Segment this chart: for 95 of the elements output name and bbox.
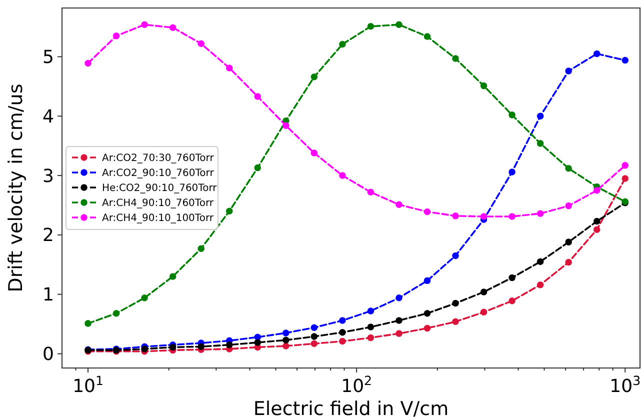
point [593, 50, 600, 58]
point [141, 294, 148, 302]
point [254, 164, 262, 172]
legend-label: Ar:CO2_70:30_760Torr [102, 153, 215, 164]
point [452, 318, 459, 326]
point [339, 328, 346, 336]
x-axis-title: Electric field in V/cm [253, 398, 449, 418]
point [565, 202, 572, 210]
point [480, 82, 488, 90]
point [424, 277, 431, 284]
point [565, 238, 572, 246]
point [282, 336, 290, 344]
y-tick-label: 0 [42, 344, 54, 366]
point [622, 56, 629, 64]
point [593, 218, 600, 225]
point [396, 21, 402, 28]
point [169, 24, 176, 31]
point [536, 258, 544, 266]
point [508, 112, 516, 118]
point [508, 213, 516, 220]
point [480, 308, 488, 316]
point [424, 33, 431, 40]
point [508, 297, 516, 304]
point [339, 40, 346, 48]
point [310, 74, 318, 80]
point [565, 68, 572, 74]
point [480, 213, 488, 220]
legend-label: Ar:CH4_90:10_100Torr [102, 213, 214, 224]
y-tick-label: 5 [42, 47, 54, 68]
point [310, 333, 318, 340]
point [169, 273, 176, 280]
point [536, 281, 544, 288]
point [396, 294, 402, 302]
point [254, 339, 262, 346]
point [282, 342, 290, 350]
point [367, 188, 374, 196]
point [565, 258, 572, 266]
point [226, 208, 233, 215]
point [310, 340, 318, 348]
point [84, 320, 92, 327]
point [282, 122, 290, 129]
x-tick-label: 10$^{3}$ [610, 372, 641, 397]
point [310, 150, 318, 156]
point [452, 55, 459, 62]
point [396, 201, 402, 208]
point [84, 60, 92, 67]
point [536, 140, 544, 147]
point [254, 93, 262, 100]
legend-label: Ar:CO2_90:10_760Torr [102, 168, 215, 179]
point [396, 317, 402, 324]
point [367, 23, 374, 30]
point [452, 300, 459, 307]
x-tick-label: 10$^{2}$ [341, 372, 372, 397]
legend-label: He:CO2_90:10_760Torr [102, 183, 218, 194]
y-tick-label: 1 [42, 284, 54, 306]
point [452, 212, 459, 220]
point [593, 187, 600, 194]
point [367, 334, 374, 342]
point [480, 288, 488, 296]
point [565, 165, 572, 172]
point [367, 324, 374, 330]
point [198, 40, 204, 48]
point [622, 162, 629, 169]
point [508, 274, 516, 282]
point [424, 324, 431, 332]
point [339, 338, 346, 345]
y-axis-title: Drift velocity in cm/us [5, 84, 27, 292]
legend-label: Ar:CH4_90:10_760Torr [102, 198, 214, 209]
point [367, 308, 374, 314]
point [226, 341, 233, 348]
point [536, 210, 544, 217]
point [508, 168, 516, 176]
point [396, 330, 402, 337]
point [424, 208, 431, 216]
point [112, 310, 120, 317]
point [310, 324, 318, 331]
point [112, 32, 120, 40]
point [339, 317, 346, 324]
y-tick-label: 4 [42, 106, 54, 128]
point [169, 344, 176, 351]
point [622, 175, 629, 182]
point [226, 64, 233, 72]
point [141, 346, 148, 352]
point [452, 252, 459, 260]
point [424, 310, 431, 317]
point [282, 330, 290, 336]
point [536, 112, 544, 120]
x-tick-label: 10$^{1}$ [72, 372, 104, 397]
point [198, 343, 204, 350]
point [339, 172, 346, 179]
point [141, 21, 148, 28]
point [198, 245, 204, 252]
point [593, 226, 600, 233]
y-tick-label: 3 [42, 166, 54, 187]
y-tick-label: 2 [42, 225, 54, 246]
